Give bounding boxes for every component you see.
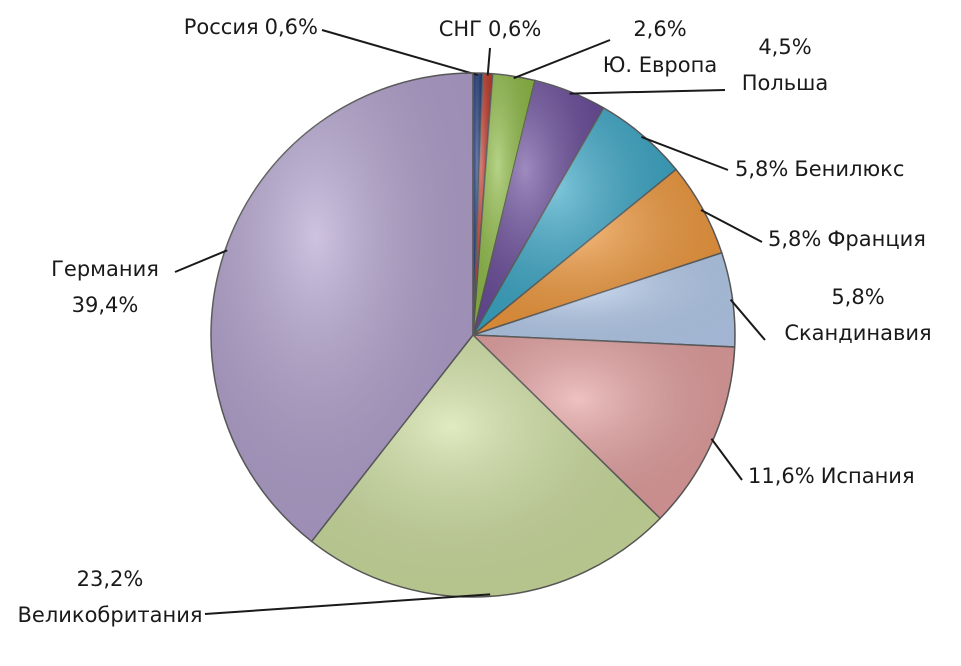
data-label: 2,6% Ю. Европа [603, 17, 717, 77]
slice-shine [311, 335, 661, 597]
value-label: 39,4% [72, 293, 139, 317]
value-label: 23,2% [77, 567, 144, 591]
leader-line [321, 29, 479, 77]
slice-shine [473, 107, 677, 335]
data-label: Россия 0,6% [184, 15, 318, 39]
leader-line [569, 89, 726, 95]
leader-line [174, 249, 228, 273]
data-label: СНГ 0,6% [439, 17, 542, 41]
data-label: 4,5% Польша [742, 35, 829, 95]
category-label: Германия [51, 257, 159, 281]
data-label: 5,8% Франция [768, 227, 926, 251]
category-label: Бенилюкс [794, 157, 904, 181]
data-label: 23,2% Великобритания [18, 567, 203, 627]
leader-line [486, 47, 491, 76]
category-label: Россия [184, 15, 259, 39]
category-label: СНГ [439, 17, 482, 41]
data-label: 5,8% Скандинавия [784, 285, 931, 345]
value-label: 0,6% [265, 15, 318, 39]
leader-line [641, 135, 729, 171]
value-label: 4,5% [758, 35, 811, 59]
slice-shine [473, 252, 735, 347]
slice-shine [473, 169, 722, 335]
value-label: 0,6% [488, 17, 541, 41]
value-label: 2,6% [633, 17, 686, 41]
leader-line [204, 593, 491, 615]
leader-line [700, 209, 763, 243]
data-label: 5,8% Бенилюкс [735, 157, 904, 181]
value-label: 5,8% [768, 227, 821, 251]
value-label: 5,8% [735, 157, 788, 181]
slice-shine [473, 335, 735, 519]
category-label: Скандинавия [784, 321, 931, 345]
leader-line [513, 39, 611, 80]
value-label: 5,8% [831, 285, 884, 309]
slice-shine [211, 73, 473, 542]
category-label: Великобритания [18, 603, 203, 627]
data-label: 11,6% Испания [748, 464, 915, 488]
slice-shine [473, 80, 604, 336]
data-label: Германия 39,4% [51, 257, 159, 317]
leader-line [710, 438, 743, 481]
category-label: Франция [827, 227, 926, 251]
category-label: Ю. Европа [603, 53, 717, 77]
category-label: Польша [742, 71, 829, 95]
leader-line [729, 298, 766, 341]
value-label: 11,6% [748, 464, 815, 488]
category-label: Испания [821, 464, 915, 488]
